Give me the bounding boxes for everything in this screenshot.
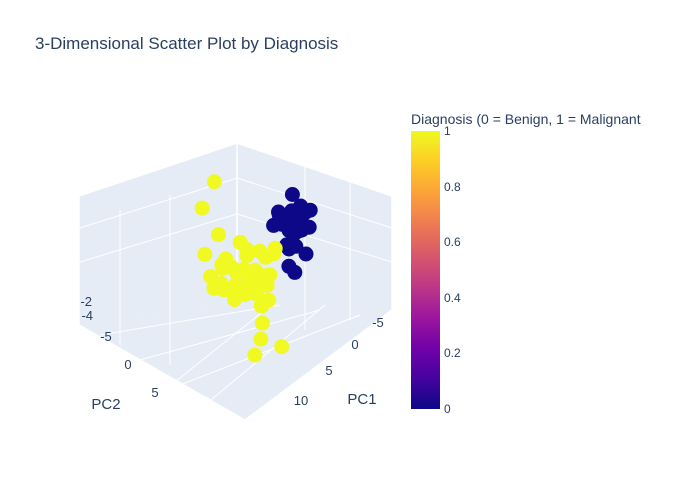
back-wall-left: [79, 143, 237, 325]
data-point-1: [267, 240, 283, 256]
data-point-0: [266, 217, 282, 233]
gridline: [204, 304, 326, 406]
pc1-tick-label: 0: [351, 337, 358, 352]
data-point-1: [262, 267, 278, 283]
data-point-1: [238, 283, 254, 299]
data-point-1: [216, 282, 232, 298]
data-point-1: [214, 257, 230, 273]
pc1-tick-label: 10: [294, 393, 308, 408]
data-point-1: [274, 339, 290, 355]
colorbar-tick-label: 0.6: [444, 235, 461, 250]
colorbar-tick-label: 1: [444, 124, 451, 138]
data-point-0: [284, 187, 300, 202]
colorbar-tick-label: 0.8: [444, 179, 461, 194]
data-point-1: [197, 246, 213, 262]
data-point-0: [287, 264, 303, 280]
data-point-1: [203, 269, 219, 284]
gridline: [236, 213, 393, 263]
data-point-1: [206, 174, 222, 190]
gridline: [236, 177, 393, 229]
gridline: [99, 304, 281, 336]
data-point-0: [298, 246, 314, 262]
data-point-1: [254, 315, 270, 331]
data-point-1: [226, 292, 242, 308]
data-point-1: [194, 200, 210, 216]
pc2-tick-label: 0: [124, 357, 131, 372]
z-tick-label: -4: [81, 308, 93, 323]
data-point-1: [232, 234, 248, 250]
pc1-tick-label: -5: [372, 315, 384, 330]
data-point-0: [271, 204, 286, 220]
gridline: [139, 309, 321, 361]
colorbar-tick-label: 0.2: [444, 346, 461, 361]
pc2-axis-title: PC2: [91, 396, 120, 413]
data-point-1: [247, 268, 263, 284]
floor-panel: [79, 300, 392, 420]
data-point-0: [302, 202, 318, 218]
box-edge: [78, 324, 246, 421]
colorbar-gradient: [411, 131, 440, 409]
data-point-1: [253, 331, 269, 347]
box-edge: [236, 142, 393, 197]
data-point-1: [210, 227, 226, 243]
data-point-1: [261, 292, 276, 308]
data-point-1: [247, 347, 263, 363]
gridline: [164, 301, 276, 391]
box-edge: [244, 309, 393, 421]
pc2-tick-label: 5: [151, 385, 158, 400]
pc1-tick-label: 5: [325, 363, 332, 378]
pc1-axis-title: PC1: [347, 391, 376, 408]
data-point-0: [277, 217, 293, 233]
box-edge: [78, 142, 238, 197]
gridline: [179, 314, 361, 386]
colorbar-tick-label: 0: [444, 402, 451, 416]
data-point-0: [288, 238, 304, 254]
colorbar-tick-label: 0.4: [444, 290, 461, 305]
data-point-1: [252, 243, 268, 259]
pc2-tick-label: -5: [100, 329, 112, 344]
gridline: [79, 213, 238, 263]
data-point-1: [239, 248, 255, 264]
z-tick-label: -2: [80, 294, 92, 309]
chart-title: 3-Dimensional Scatter Plot by Diagnosis: [35, 34, 339, 53]
colorbar-title: Diagnosis (0 = Benign, 1 = Malignant: [411, 111, 641, 127]
data-point-0: [301, 219, 317, 235]
